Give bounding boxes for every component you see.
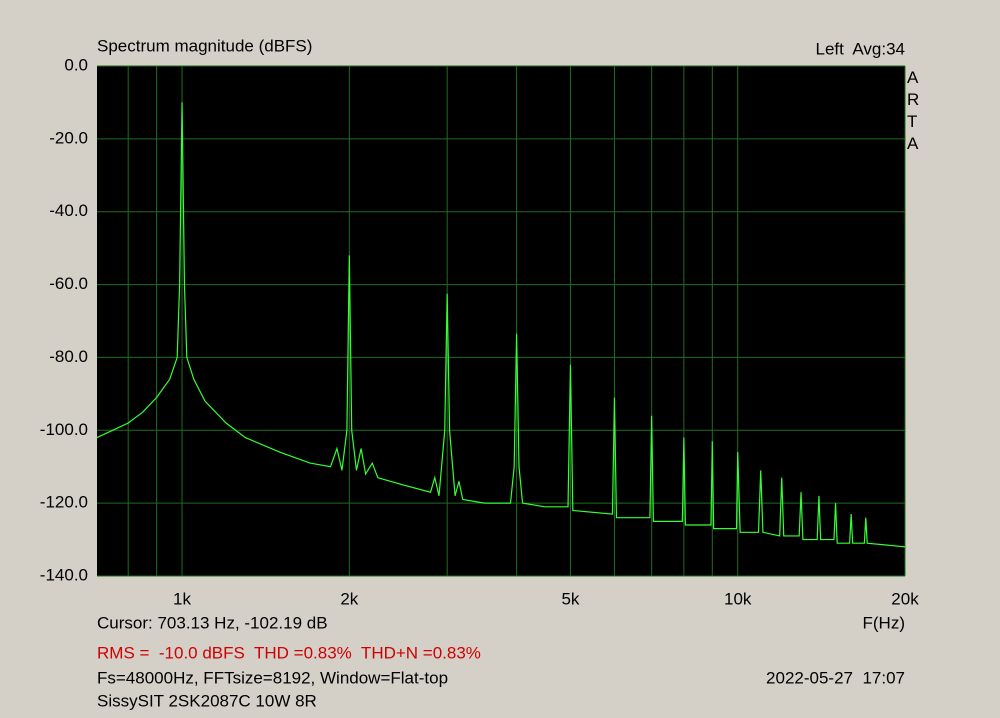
y-tick-label: -100.0 [40,420,88,439]
marks [96,102,906,548]
channel-info: Left Avg:34 [816,39,905,58]
device: SissySIT 2SK2087C 10W 8R [97,691,317,710]
x-tick-label: 2k [340,589,358,608]
y-tick-label: -80.0 [49,347,88,366]
settings: Fs=48000Hz, FFTsize=8192, Window=Flat-to… [97,668,448,687]
x-tick-label: 5k [561,589,579,608]
chart-title: Spectrum magnitude (dBFS) [97,36,312,55]
plot-area [97,66,905,576]
y-tick-label: -140.0 [40,565,88,584]
x-tick-label: 20k [891,589,919,608]
x-tick-label: 1k [173,589,191,608]
y-tick-label: -40.0 [49,201,88,220]
cursor-readout: Cursor: 703.13 Hz, -102.19 dB [97,613,328,632]
grid [97,65,906,577]
brand: ARTA [907,68,920,153]
timestamp: 2022-05-27 17:07 [766,668,905,687]
y-tick-label: -60.0 [49,274,88,293]
y-tick-label: 0.0 [64,55,88,74]
spectrum-line [96,102,906,548]
stats: RMS = -10.0 dBFS THD =0.83% THD+N =0.83% [97,643,481,662]
x-axis-label: F(Hz) [863,613,905,632]
x-tick-label: 10k [724,589,752,608]
y-tick-label: -20.0 [49,128,88,147]
y-tick-label: -120.0 [40,493,88,512]
